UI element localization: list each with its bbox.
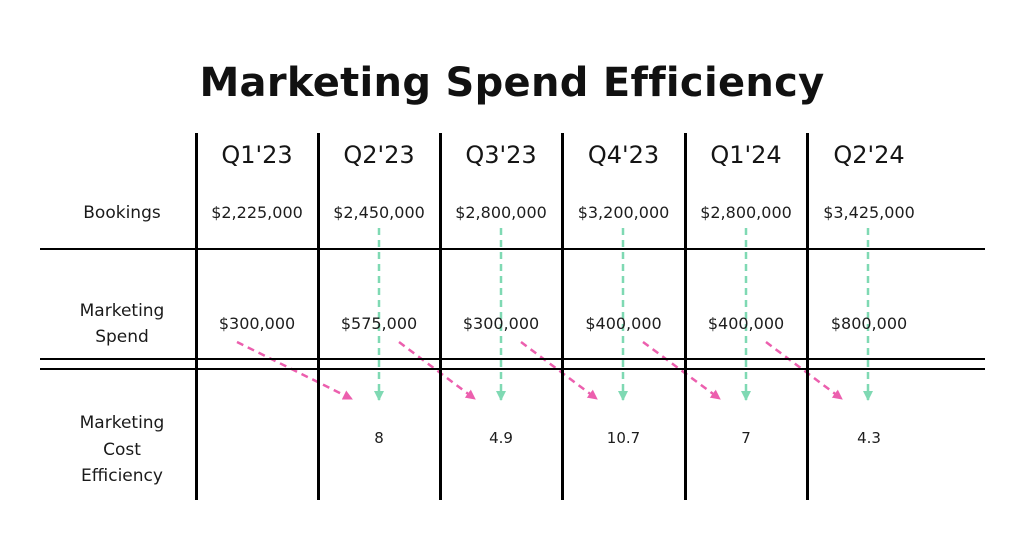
- spend-value: $575,000: [340, 313, 418, 333]
- bookings-value: $3,200,000: [577, 202, 670, 222]
- spend-value: $400,000: [585, 313, 662, 333]
- page-title: Marketing Spend Efficiency: [199, 60, 825, 106]
- spend-value: $400,000: [707, 313, 785, 333]
- efficiency-value: 10.7: [606, 429, 641, 447]
- efficiency-value: 7: [741, 429, 751, 447]
- column-divider: [684, 133, 687, 500]
- efficiency-value: 8: [374, 429, 384, 447]
- column-divider: [439, 133, 442, 500]
- col-header-q2-24: Q2'24: [833, 141, 905, 169]
- row-label-marketing-cost-efficiency: Marketing Cost Efficiency: [79, 413, 165, 487]
- pink-arrow-q1-23-to-q2-23: [236, 340, 353, 401]
- efficiency-value: 4.3: [857, 429, 881, 447]
- bookings-value: $2,450,000: [333, 202, 425, 222]
- spend-value: $800,000: [830, 313, 908, 333]
- column-divider: [806, 133, 809, 500]
- pink-arrow-q1-24-to-q2-24: [765, 341, 843, 400]
- row-divider-double-bottom: [40, 368, 985, 370]
- pink-arrow-q3-23-to-q4-23: [520, 341, 598, 400]
- bookings-value: $2,800,000: [455, 202, 547, 222]
- spend-value: $300,000: [218, 313, 296, 333]
- col-header-q4-23: Q4'23: [587, 141, 660, 169]
- pink-arrow-q4-23-to-q1-24: [642, 340, 721, 401]
- row-divider-double-top: [40, 358, 985, 360]
- bookings-value: $2,225,000: [211, 202, 303, 222]
- row-label-marketing-spend: Marketing Spend: [79, 300, 165, 347]
- row-divider: [40, 248, 985, 250]
- col-header-q2-23: Q2'23: [343, 141, 415, 169]
- bookings-value: $3,425,000: [823, 202, 915, 222]
- bookings-value: $2,800,000: [700, 202, 792, 222]
- col-header-q1-23: Q1'23: [221, 141, 293, 169]
- col-header-q1-24: Q1'24: [710, 141, 782, 169]
- pink-arrow-q2-23-to-q3-23: [398, 341, 476, 400]
- column-divider: [195, 133, 198, 500]
- col-header-q3-23: Q3'23: [465, 141, 537, 169]
- column-divider: [561, 133, 564, 500]
- efficiency-value: 4.9: [489, 429, 513, 447]
- row-label-bookings: Bookings: [83, 202, 161, 223]
- column-divider: [317, 133, 320, 500]
- efficiency-value: [196, 423, 318, 453]
- spend-value: $300,000: [462, 313, 540, 333]
